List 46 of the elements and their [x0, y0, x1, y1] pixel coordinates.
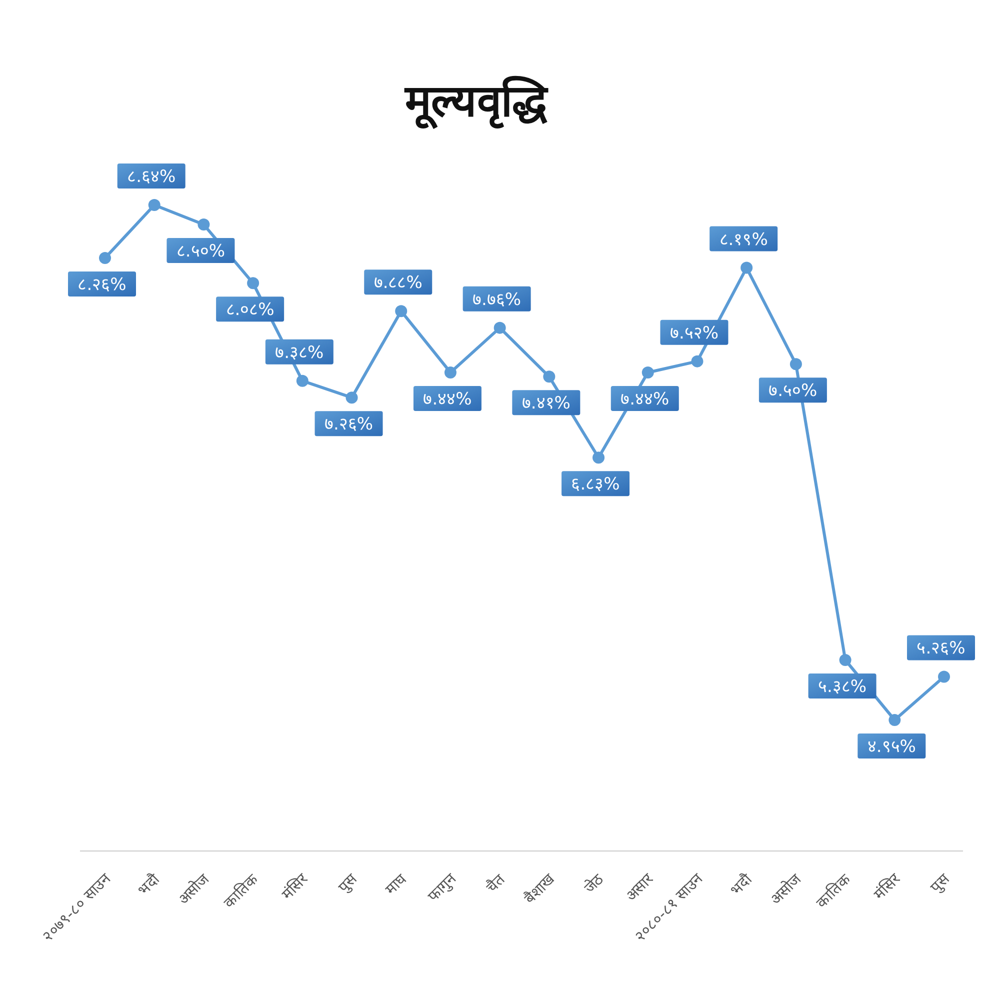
data-label: ७.४१% [522, 394, 570, 414]
point [494, 322, 506, 334]
point [740, 262, 753, 274]
data-label: ५.३८% [818, 676, 867, 697]
point [839, 654, 852, 666]
point [938, 670, 950, 683]
point [592, 452, 605, 464]
data-label: ७.५२% [670, 323, 719, 344]
data-label: ७.५०% [768, 381, 818, 402]
point [148, 199, 160, 211]
data-label: ४.९५% [867, 737, 916, 757]
data-label: ८.१९% [719, 230, 768, 250]
data-label: ७.८८% [374, 273, 422, 294]
point [543, 370, 556, 383]
point [395, 305, 408, 318]
point [296, 374, 308, 387]
data-label: ७.३८% [275, 342, 324, 363]
data-label: ७.४४% [620, 389, 670, 410]
point [247, 277, 260, 290]
x-tick-label: जेठ [580, 870, 608, 897]
data-label: ५.२६% [916, 638, 966, 659]
x-tick-label: भदौ [134, 869, 164, 900]
x-tick-label: मंसिर [278, 869, 312, 904]
point [198, 218, 210, 231]
data-label: ८.५०% [176, 242, 225, 262]
point [888, 714, 901, 726]
data-label: ८.६४% [127, 167, 176, 187]
chart-title: मूल्यवृद्धि [404, 75, 549, 130]
x-tick-label: मंसिर [870, 869, 904, 904]
point [691, 355, 704, 368]
x-tick-label: माघ [382, 869, 411, 898]
data-label: ७.२६% [324, 414, 374, 435]
point [99, 252, 111, 264]
x-tick-label: भदौ [726, 869, 756, 900]
point [790, 358, 802, 370]
point [346, 392, 358, 404]
data-label: ८.२६% [78, 275, 126, 296]
x-tick-label: पुस [334, 869, 362, 897]
data-label: ७.४४% [423, 389, 472, 410]
data-label: ८.०८% [226, 300, 274, 320]
point [444, 366, 456, 378]
data-label: ६.८३% [571, 474, 620, 495]
point [642, 366, 654, 378]
data-label: ७.७६% [472, 290, 522, 310]
x-tick-label: चैत [482, 870, 509, 896]
x-tick-label: पुस [926, 869, 954, 897]
